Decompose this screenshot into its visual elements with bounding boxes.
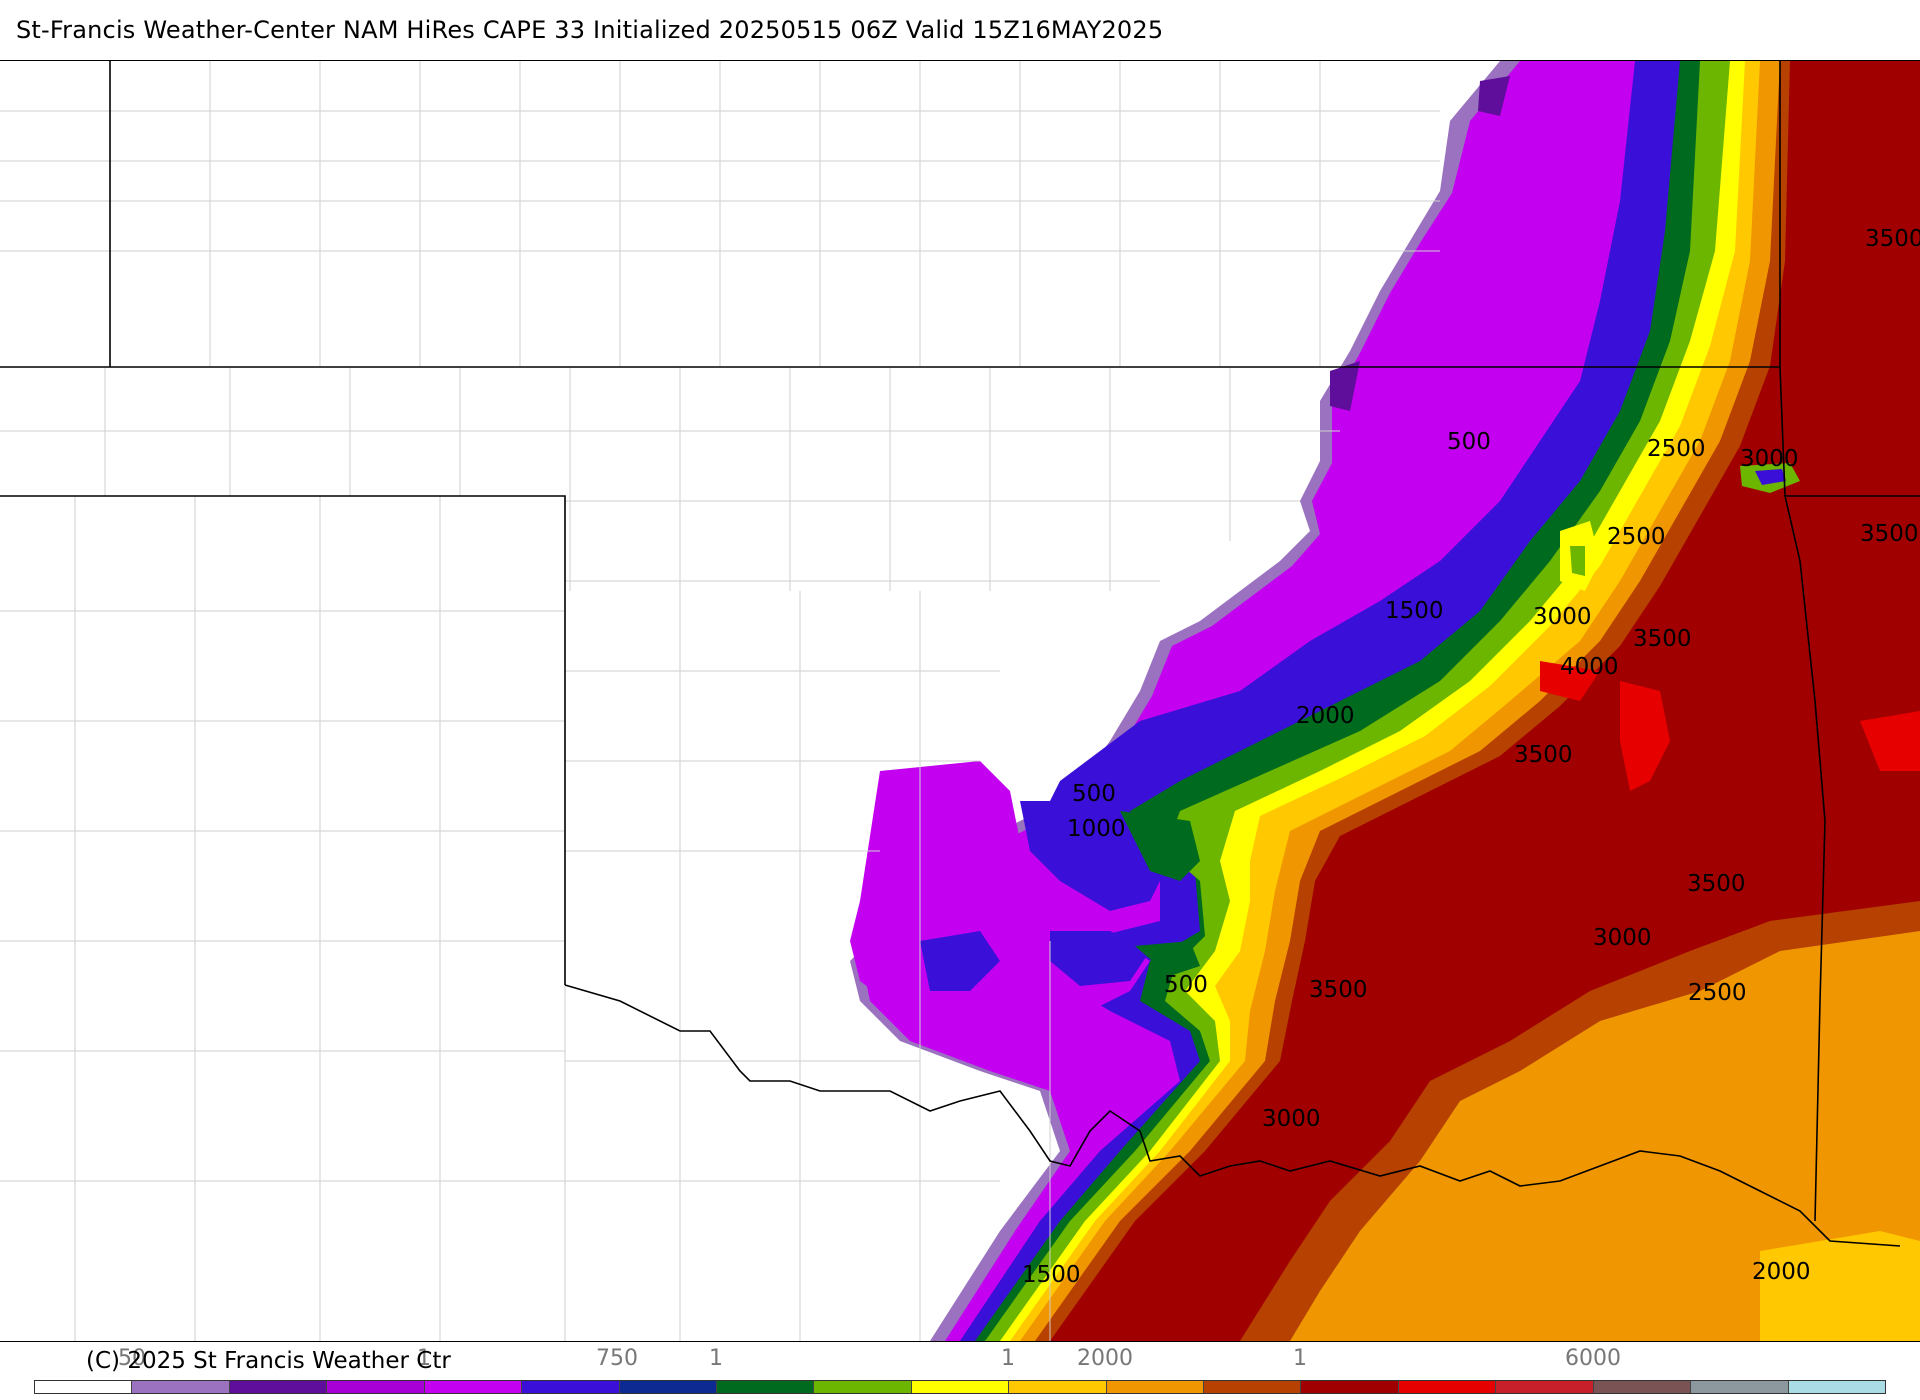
contour-label: 1500 [1022,1262,1081,1288]
cape-band-blue-west-lobe-3 [1050,931,1150,986]
cape-band-green-west-lobe [1120,811,1200,881]
contour-labels: 3500 3500 3000 500 2500 2500 1500 3000 3… [1022,226,1920,1288]
colorbar-segment [1788,1381,1886,1393]
colorbar-segment [1496,1381,1594,1393]
cape-band-green-west-lobe-2 [1135,941,1200,976]
contour-label: 500 [1447,429,1491,455]
contour-label: 3000 [1262,1106,1321,1132]
colorbar-segment [35,1381,133,1393]
contour-label: 500 [1164,972,1208,998]
cape-band-red-max-2 [1540,661,1600,701]
contour-label: 3000 [1593,925,1652,951]
contour-label: 2500 [1647,436,1706,462]
map-footer: 50 1 750 1 1 2000 1 6000 (C) 2025 St Fra… [0,1340,1920,1400]
contour-label: 3500 [1865,226,1920,252]
contour-label: 2500 [1607,524,1666,550]
colorbar-tick: 750 [596,1346,638,1371]
cape-band-blue-west-lobe-2 [920,931,1000,991]
colorbar-tick: 1 [1293,1346,1307,1371]
colorbar-tick: 2000 [1077,1346,1133,1371]
state-lines [0,61,1920,1247]
contour-label: 2000 [1296,703,1355,729]
colorbar-tick: 1 [1001,1346,1015,1371]
cape-band-green-north-blob [1570,546,1585,576]
contour-label: 3000 [1533,604,1592,630]
colorbar-segment [1691,1381,1789,1393]
cape-band-dark-red [1050,61,1920,1341]
contour-label: 2000 [1752,1259,1811,1285]
contour-label: 3500 [1633,626,1692,652]
copyright-text: (C) 2025 St Francis Weather Ctr [86,1348,451,1374]
cape-band-red-max-1 [1620,681,1670,791]
colorbar-segment [327,1381,425,1393]
colorbar-segment [1009,1381,1107,1393]
cape-shading [850,61,1920,1341]
cape-band-gold-southeast [1760,1231,1920,1341]
colorbar-segment [229,1381,328,1393]
colorbar-segment [424,1381,523,1393]
contour-label: 500 [1072,781,1116,807]
contour-label: 3500 [1309,977,1368,1003]
colorbar-tick: 1 [709,1346,723,1371]
contour-label: 1500 [1385,598,1444,624]
colorbar-segment [619,1381,717,1393]
contour-label: 1000 [1067,816,1126,842]
map-title: St-Francis Weather-Center NAM HiRes CAPE… [16,16,1164,44]
colorbar-segment [1106,1381,1205,1393]
colorbar-segment [1204,1381,1302,1393]
contour-label: 3500 [1860,521,1919,547]
colorbar-segment [132,1381,230,1393]
cape-colorbar [34,1380,1886,1394]
county-lines [0,61,1440,1341]
cape-band-dark-orange-southeast [1240,901,1920,1341]
cape-band-orange-southeast [1250,921,1920,1341]
colorbar-segment [911,1381,1010,1393]
colorbar-segment [1398,1381,1497,1393]
colorbar-tick: 50 [118,1346,146,1371]
colorbar-segment [522,1381,620,1393]
colorbar-segment [716,1381,815,1393]
cape-band-blue-northeast-spot [1755,469,1786,485]
colorbar-segment [1593,1381,1692,1393]
cape-band-red-max-3 [1860,711,1920,771]
cape-band-dark-purple-north [1478,76,1510,116]
contour-label: 2500 [1688,980,1747,1006]
contour-label: 3500 [1687,871,1746,897]
contour-label: 4000 [1560,654,1619,680]
cape-map: 3500 3500 3000 500 2500 2500 1500 3000 3… [0,60,1920,1342]
cape-band-dark-purple-edge [1330,361,1360,411]
colorbar-segment [1301,1381,1399,1393]
colorbar-tick: 6000 [1565,1346,1621,1371]
colorbar-segment [814,1381,912,1393]
contour-label: 3000 [1740,446,1799,472]
contour-label: 3500 [1514,742,1573,768]
colorbar-tick: 1 [417,1346,431,1371]
